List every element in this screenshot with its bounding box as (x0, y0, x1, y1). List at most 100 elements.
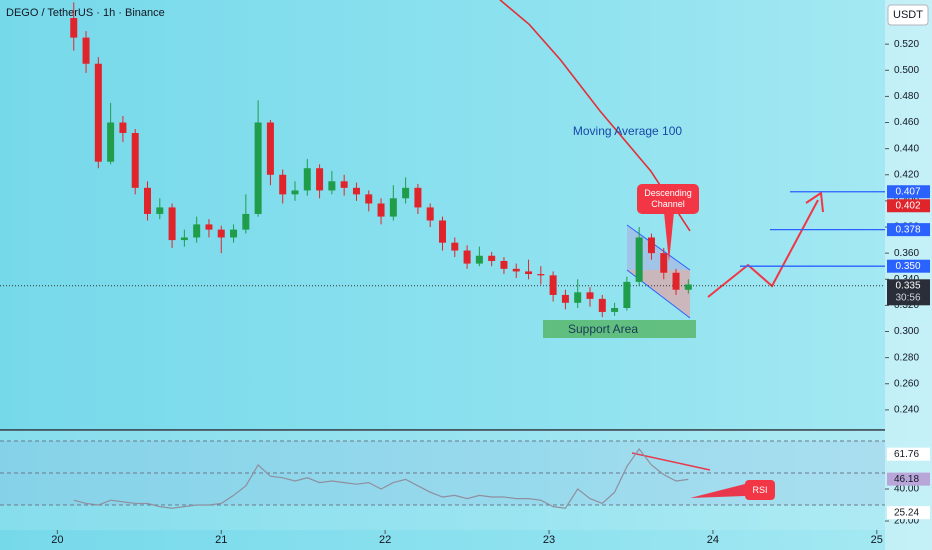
candle-body (242, 213, 250, 230)
price-label: 0.378 (895, 224, 920, 235)
price-label-bg (887, 199, 930, 213)
rsi-line (73, 447, 689, 509)
ma-label: Moving Average 100 (572, 124, 683, 138)
candle-body (426, 207, 434, 221)
candle-body (586, 292, 594, 299)
candle-body (193, 224, 201, 238)
price-label: 0.402 (895, 200, 920, 211)
rsi-y-tick-label: 20.00 (894, 516, 919, 527)
candle-body (574, 292, 582, 303)
y-tick-label: 0.500 (894, 65, 919, 76)
x-tick-label: 23 (543, 534, 555, 546)
x-tick-label: 22 (379, 534, 391, 546)
rsi-pointer (690, 484, 745, 498)
candle-body (475, 255, 483, 264)
candle-body (254, 122, 262, 214)
price-label-bg (887, 223, 930, 237)
candle-body (291, 190, 299, 195)
candle-body (402, 187, 410, 199)
candle-body (217, 229, 225, 238)
candle-body (377, 203, 385, 217)
currency-box (887, 4, 929, 26)
candle-body (156, 207, 164, 214)
channel-top (626, 224, 691, 271)
support-label: Support Area (567, 322, 639, 336)
currency: USDT (893, 9, 923, 21)
candle-body (352, 187, 360, 195)
rsi-level-bg (887, 472, 930, 486)
candle-body (488, 255, 496, 261)
candle-body (328, 181, 336, 191)
moving-average (499, 0, 691, 232)
rsi-label: RSI (745, 480, 775, 500)
y-tick-label: 0.320 (894, 300, 919, 311)
candle-body (131, 132, 139, 188)
candle-body (340, 181, 348, 188)
rsi-pane (0, 430, 885, 530)
rsi-level-bg (887, 447, 930, 461)
rsi-band-fill (0, 440, 885, 506)
candle-body (672, 272, 680, 290)
candle-body (623, 281, 631, 309)
candle-body (144, 187, 151, 214)
callout-pointer (664, 212, 674, 262)
support-zone (543, 320, 696, 338)
candle-body (512, 268, 520, 272)
x-tick-label: 24 (707, 534, 719, 546)
candle-body (635, 237, 643, 282)
y-tick-label: 0.260 (894, 378, 919, 389)
candle-body (168, 207, 176, 241)
candle-body (537, 274, 545, 276)
candle-body (500, 260, 508, 269)
candle-body (82, 37, 90, 64)
price-label-bg (887, 259, 930, 273)
y-tick-label: 0.460 (894, 117, 919, 128)
candle-body (660, 253, 668, 273)
candle-body (230, 229, 238, 238)
candle-body (205, 224, 213, 230)
candle-body (439, 220, 446, 243)
x-tick-label: 20 (51, 534, 63, 546)
y-tick-label: 0.440 (894, 143, 919, 154)
candle-body (107, 122, 115, 162)
candle-body (94, 63, 102, 162)
x-tick-label: 25 (871, 534, 883, 546)
candle-body (525, 271, 533, 275)
candle-body (647, 237, 655, 254)
y-tick-label: 0.280 (894, 352, 919, 363)
candle-body (451, 242, 459, 251)
channel-callout: Descending Channel (637, 184, 699, 214)
rsi-level-label: 61.76 (894, 449, 919, 460)
candle-body (180, 237, 188, 241)
candle-body (414, 187, 422, 208)
candle-body (266, 122, 274, 175)
price-label: 0.335 (895, 280, 920, 291)
rsi-y-tick-label: 40.00 (894, 484, 919, 495)
rsi-level-label: 25.24 (894, 507, 919, 518)
candle-body (611, 308, 619, 312)
candle-body (70, 18, 78, 38)
candle-body (561, 294, 569, 303)
price-label-bg (887, 185, 930, 199)
candle-body (279, 174, 287, 195)
x-tick-label: 21 (215, 534, 227, 546)
candle-body (119, 122, 127, 133)
candle-body (549, 275, 557, 295)
candle-body (389, 198, 397, 217)
price-label: 0.350 (895, 261, 920, 272)
candle-body (463, 250, 471, 264)
y-tick-label: 0.520 (894, 39, 919, 50)
candle-body (303, 168, 311, 191)
candle-body (598, 298, 606, 312)
candle-body (316, 168, 324, 191)
countdown: 30:56 (895, 292, 920, 303)
rsi-level-bg (887, 506, 930, 520)
y-tick-label: 0.300 (894, 326, 919, 337)
price-label-bg (887, 279, 930, 306)
projection-arrow (707, 199, 819, 298)
candle-body (684, 284, 692, 290)
price-label: 0.407 (895, 186, 920, 197)
candle-body (365, 194, 373, 204)
